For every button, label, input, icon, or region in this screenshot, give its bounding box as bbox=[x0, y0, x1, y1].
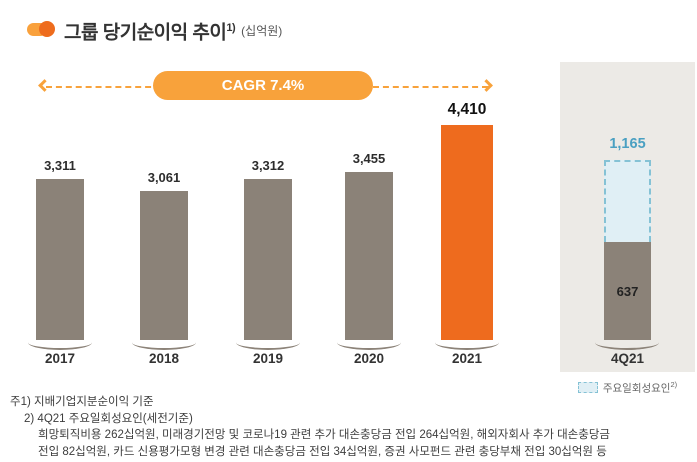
unit-label: (십억원) bbox=[241, 24, 283, 38]
bar-base-arc bbox=[132, 341, 196, 350]
onetime-legend-swatch bbox=[577, 382, 598, 394]
bar-value-label: 3,311 bbox=[44, 158, 76, 173]
footnote-line: 주1) 지배기업지분순이익 기준 bbox=[10, 396, 154, 408]
legend: 주요일회성요인2) bbox=[560, 380, 695, 396]
quarter-base-label: 637 bbox=[616, 283, 639, 299]
page-title: 그룹 당기순이익 추이1) bbox=[64, 15, 236, 46]
bar-value-label: 3,312 bbox=[251, 158, 285, 173]
footnote-line: 전입 82십억원, 카드 신용평가모형 변경 관련 대손충당금 전입 34십억원… bbox=[38, 445, 607, 458]
bar-column-2019: 3,312 bbox=[222, 158, 314, 340]
bar-value-label: 4,410 bbox=[447, 101, 487, 118]
page-header: 그룹 당기순이익 추이1) (십억원) bbox=[27, 15, 282, 46]
quarter-total-label: 1,165 bbox=[609, 136, 646, 152]
bar-highlight bbox=[441, 125, 493, 340]
footnotes: 주1) 지배기업지분순이익 기준 2) 4Q21 주요일회성요인(세전기준) 희… bbox=[10, 394, 695, 460]
x-axis-label: 2019 bbox=[252, 351, 284, 366]
bar-base-arc bbox=[337, 341, 401, 350]
bar-column-2020: 3,455 bbox=[323, 151, 415, 340]
bar-base-arc bbox=[435, 341, 499, 350]
bar-base-arc bbox=[236, 341, 300, 350]
x-axis-label: 2021 bbox=[451, 351, 483, 366]
legend-label-text: 주요일회성요인 bbox=[602, 382, 671, 395]
brand-bullet-icon bbox=[27, 21, 55, 37]
bar bbox=[244, 179, 292, 340]
x-axis-label: 2018 bbox=[148, 351, 180, 366]
bar-value-label: 3,455 bbox=[352, 151, 386, 166]
bar-base-arc bbox=[28, 341, 92, 350]
legend-label: 주요일회성요인2) bbox=[603, 380, 677, 396]
bar bbox=[345, 172, 393, 340]
bar bbox=[140, 191, 188, 340]
footnote-line: 2) 4Q21 주요일회성요인(세전기준) bbox=[24, 412, 193, 425]
x-axis-label: 2017 bbox=[44, 351, 76, 366]
title-footnote-marker: 1) bbox=[226, 22, 236, 34]
quarterly-panel: 1,165 637 4Q21 bbox=[560, 62, 695, 372]
onetime-segment bbox=[604, 160, 651, 242]
bar bbox=[36, 179, 84, 340]
bar-column-2018: 3,061 bbox=[118, 170, 210, 340]
base-segment: 637 bbox=[604, 242, 651, 340]
cagr-badge: CAGR 7.4% bbox=[153, 71, 373, 100]
brand-bullet-dot bbox=[39, 21, 55, 37]
quarter-stacked-bar: 637 bbox=[604, 160, 651, 340]
footnote-line: 희망퇴직비용 262십억원, 미래경기전망 및 코로나19 관련 추가 대손충당… bbox=[38, 429, 610, 441]
page-title-text: 그룹 당기순이익 추이 bbox=[64, 22, 227, 44]
bar-column-2017: 3,311 bbox=[14, 158, 106, 340]
x-axis-label: 2020 bbox=[353, 351, 385, 366]
bar-column-2021: 4,410 bbox=[421, 101, 513, 340]
bar-value-label: 3,061 bbox=[147, 170, 181, 185]
quarter-axis-label: 4Q21 bbox=[610, 351, 645, 366]
legend-footnote-marker: 2) bbox=[670, 380, 678, 389]
bar-base-arc bbox=[595, 341, 659, 350]
